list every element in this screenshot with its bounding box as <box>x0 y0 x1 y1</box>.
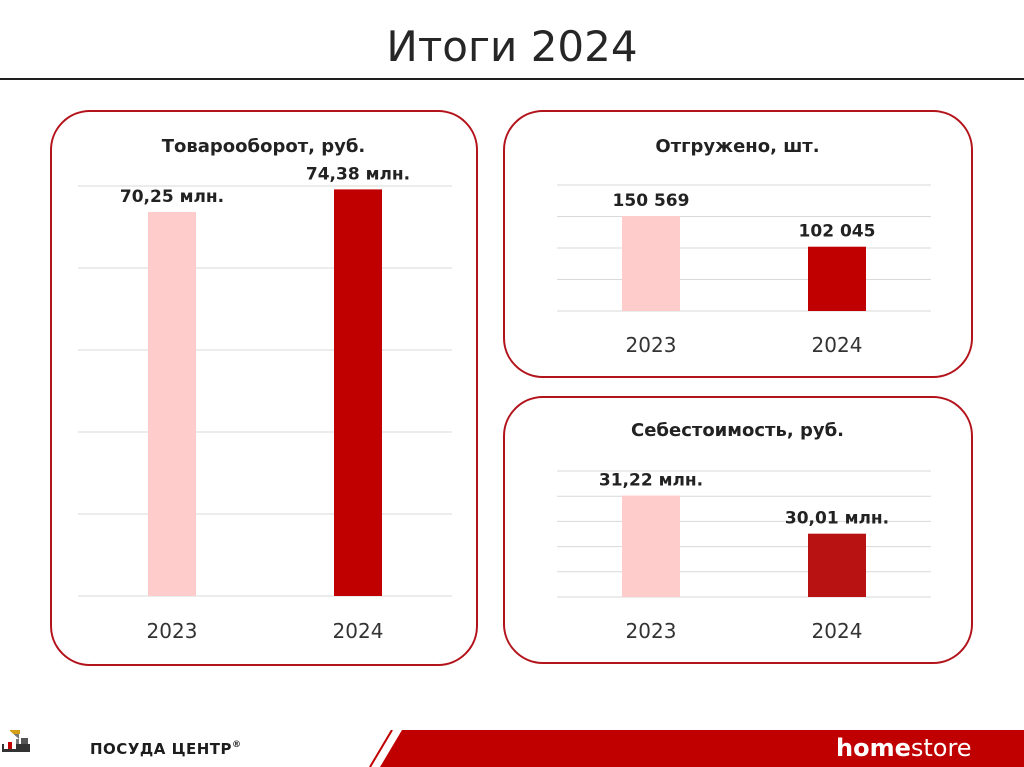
chart-turnover-svg: Товарооборот, руб. 70,25 млн. 2023 74,38 мл… <box>78 136 452 643</box>
chart-shipped-svg: Отгружено, шт. 150 569 2023 102 045 2024 <box>557 136 931 357</box>
footer-background <box>369 730 1024 767</box>
data-label: 31,22 млн. <box>599 471 703 491</box>
bar-2023 <box>622 495 680 597</box>
data-label: 74,38 млн. <box>306 164 410 184</box>
category-label: 2024 <box>812 619 863 643</box>
chart-panel-cost: Себестоимость, руб. 31,22 млн. 2023 30,01 м… <box>503 396 973 664</box>
data-label: 70,25 млн. <box>120 187 224 207</box>
bar-2024 <box>808 533 866 597</box>
data-label: 102 045 <box>799 222 876 242</box>
chart-panel-shipped: Отгружено, шт. 150 569 2023 102 045 2024 <box>503 110 973 378</box>
category-label: 2023 <box>626 333 677 357</box>
home-icon <box>1 731 19 749</box>
chart-title: Товарооборот, руб. <box>162 136 366 157</box>
chart-title: Отгружено, шт. <box>655 136 819 157</box>
chart-title: Себестоимость, руб. <box>631 420 844 441</box>
data-label: 150 569 <box>613 191 690 211</box>
chart-panel-turnover: Товарооборот, руб. 70,25 млн. 2023 74,38 мл… <box>50 110 478 666</box>
category-label: 2023 <box>626 619 677 643</box>
bar-2023 <box>148 211 196 596</box>
category-label: 2024 <box>812 333 863 357</box>
title-divider <box>0 78 1024 80</box>
posuda-centr-brand: ПОСУДА ЦЕНТР® <box>90 740 242 758</box>
footer-bar: ПОСУДА ЦЕНТР® homestore <box>0 730 1024 767</box>
data-label: 30,01 млн. <box>785 509 889 529</box>
bar-2024 <box>334 189 382 596</box>
bar-2024 <box>808 246 866 311</box>
bar-2023 <box>622 216 680 311</box>
slide-title: Итоги 2024 <box>386 22 638 71</box>
homestore-brand: homestore <box>836 734 972 762</box>
chart-cost-svg: Себестоимость, руб. 31,22 млн. 2023 30,01 м… <box>557 420 931 643</box>
category-label: 2023 <box>147 619 198 643</box>
category-label: 2024 <box>333 619 384 643</box>
